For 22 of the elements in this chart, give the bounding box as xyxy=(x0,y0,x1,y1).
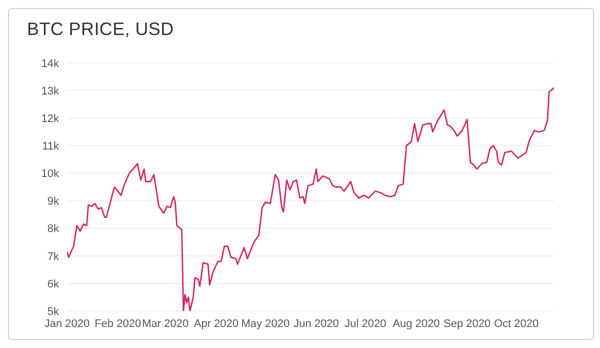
x-tick-label: Jul 2020 xyxy=(344,318,386,330)
y-tick-label: 8k xyxy=(47,223,60,236)
x-tick-label: Apr 2020 xyxy=(194,318,239,330)
y-tick-label: 12k xyxy=(41,113,60,126)
y-tick-label: 11k xyxy=(42,140,60,153)
x-tick-label: Feb 2020 xyxy=(94,318,142,330)
x-tick-label: Oct 2020 xyxy=(494,318,539,330)
x-tick-label: May 2020 xyxy=(241,318,290,330)
x-tick-label: Aug 2020 xyxy=(392,318,440,330)
y-tick-label: 10k xyxy=(41,168,60,180)
x-tick-label: Jun 2020 xyxy=(294,318,339,330)
chart-title: BTC PRICE, USD xyxy=(27,19,174,40)
y-tick-label: 14k xyxy=(41,58,60,70)
y-tick-label: 5k xyxy=(47,306,60,318)
x-tick-label: Jan 2020 xyxy=(44,318,90,330)
y-tick-label: 13k xyxy=(41,85,60,98)
y-tick-label: 7k xyxy=(47,250,60,263)
y-tick-label: 6k xyxy=(47,278,60,290)
y-tick-label: 9k xyxy=(47,196,60,208)
x-tick-label: Sep 2020 xyxy=(444,318,491,330)
line-series xyxy=(67,87,554,311)
x-tick-label: Mar 2020 xyxy=(142,318,189,330)
